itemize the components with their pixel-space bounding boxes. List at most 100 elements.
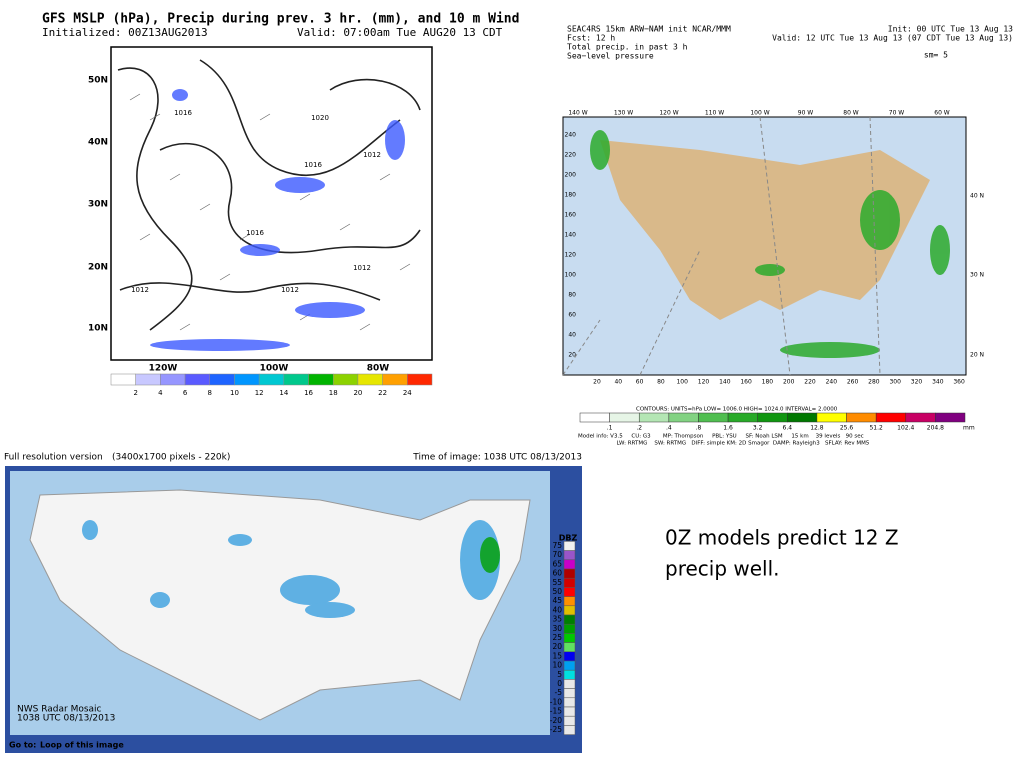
colorbar-label: 22	[378, 389, 387, 397]
grid-label: 220	[804, 379, 816, 386]
lon-label: 90 W	[798, 110, 814, 117]
colorbar-label: 20	[353, 389, 362, 397]
scale-box	[563, 614, 576, 625]
lat-label: 10N	[88, 324, 108, 334]
wrf-init: Init: 00 UTC Tue 13 Aug 13	[888, 25, 1013, 34]
radar-link[interactable]: Full resolution version	[4, 453, 103, 463]
lon-label: 60 W	[934, 110, 950, 117]
gfs-map	[110, 46, 433, 361]
scale-label: 30	[552, 624, 562, 633]
colorbar-box	[258, 373, 285, 386]
colorbar-box	[698, 412, 729, 423]
contour-label: 1020	[311, 114, 329, 122]
radar-stamp-1: NWS Radar Mosaic	[17, 705, 102, 715]
scale-box	[563, 660, 576, 671]
wrf-sm: sm= 5	[924, 51, 948, 60]
radar-strong-echo	[480, 537, 500, 573]
caption-line: precip well.	[665, 557, 780, 581]
wrf-panel: sm= 5 Init: 00 UTC Tue 13 Aug 13 Valid: …	[562, 25, 1013, 413]
lon-label: 80W	[367, 364, 390, 374]
radar-dbz: DBZ	[559, 534, 578, 543]
scale-box	[563, 706, 576, 717]
radar-panel: Full resolution version (3400x1700 pixel…	[4, 453, 582, 753]
colorbar-box	[609, 412, 640, 423]
lon-label: 100 W	[750, 110, 769, 117]
radar-size: (3400x1700 pixels - 220k)	[112, 453, 230, 463]
grid-label: 280	[868, 379, 880, 386]
colorbar-label: .8	[696, 425, 702, 432]
grid-label: 240	[565, 132, 577, 139]
scale-box	[563, 715, 576, 726]
lon-label: 110 W	[705, 110, 724, 117]
colorbar-label: 204.8	[927, 425, 944, 432]
colorbar-box	[935, 412, 966, 423]
lon-label: 100W	[260, 364, 289, 374]
lon-label: 80 W	[843, 110, 859, 117]
colorbar-box	[846, 412, 877, 423]
colorbar-box	[283, 373, 309, 386]
scale-box	[563, 679, 576, 689]
grid-label: 360	[953, 379, 965, 386]
grid-label: 260	[847, 379, 859, 386]
gfs-isobars	[117, 59, 421, 331]
header-line: Total precip. in past 3 h	[567, 43, 688, 52]
radar-time: Time of image: 1038 UTC 08/13/2013	[412, 453, 582, 463]
model-info: Model info: V3.5 CU: G3 MP: Thompson PBL…	[578, 434, 864, 440]
grid-label: 20	[593, 379, 601, 386]
grid-label: 120	[698, 379, 710, 386]
colorbar-box	[110, 373, 136, 386]
grid-label: 160	[565, 212, 577, 219]
header-line: SEAC4RS 15km ARW−NAM init NCAR/MMM	[567, 25, 731, 34]
lon-label: 120 W	[659, 110, 678, 117]
colorbar-label: 10	[230, 389, 239, 397]
contour-label: 1012	[353, 264, 371, 272]
scale-box	[563, 697, 576, 708]
gfs-initialized: Initialized: 00Z13AUG2013	[42, 26, 208, 39]
grid-label: 120	[565, 252, 577, 259]
colorbar-label: 12.8	[810, 425, 824, 432]
contour-label: 1012	[131, 286, 149, 294]
lon-label: 130 W	[614, 110, 633, 117]
lat-label: 30N	[88, 200, 108, 210]
colorbar-box	[668, 412, 699, 423]
colorbar-box	[382, 373, 408, 386]
lat-label: 40 N	[970, 193, 984, 200]
scale-box	[563, 568, 576, 579]
scale-label: -25	[550, 725, 562, 734]
colorbar-label: 3.2	[753, 425, 763, 432]
colorbar-box	[332, 373, 359, 386]
colorbar-label: 14	[279, 389, 288, 397]
colorbar-box	[135, 373, 161, 386]
gfs-precip	[150, 89, 405, 351]
scale-box	[563, 577, 576, 588]
radar-loop[interactable]: Loop of this image	[40, 741, 124, 750]
scale-label: -15	[550, 707, 562, 716]
lon-label: 120W	[149, 364, 178, 374]
colorbar-label: 6	[183, 389, 188, 397]
grid-label: 40	[568, 332, 576, 339]
grid-label: 40	[614, 379, 622, 386]
lat-label: 20 N	[970, 352, 984, 359]
wrf-land	[600, 140, 930, 320]
wrf-contours: CONTOURS: UNITS=hPa LOW= 1006.0 HIGH= 10…	[636, 407, 838, 413]
colorbar-box	[184, 373, 211, 386]
grid-label: 180	[762, 379, 774, 386]
colorbar-box	[160, 373, 186, 386]
lat-label: 40N	[88, 138, 108, 148]
scale-box	[563, 669, 576, 680]
grid-label: 20	[568, 352, 576, 359]
grid-label: 340	[932, 379, 944, 386]
lat-label: 20N	[88, 263, 108, 273]
scale-label: 60	[552, 569, 562, 578]
scale-box	[563, 688, 576, 699]
gfs-wind-barbs	[129, 93, 411, 331]
wrf-precip	[590, 130, 950, 358]
grid-label: 60	[568, 312, 576, 319]
caption: 0Z models predict 12 Z precip well.	[665, 526, 899, 581]
scale-label: 15	[552, 651, 562, 660]
scale-label: 45	[552, 596, 562, 605]
scale-box	[563, 605, 576, 616]
colorbar-unit: mm	[963, 425, 975, 432]
grid-label: 100	[565, 272, 577, 279]
